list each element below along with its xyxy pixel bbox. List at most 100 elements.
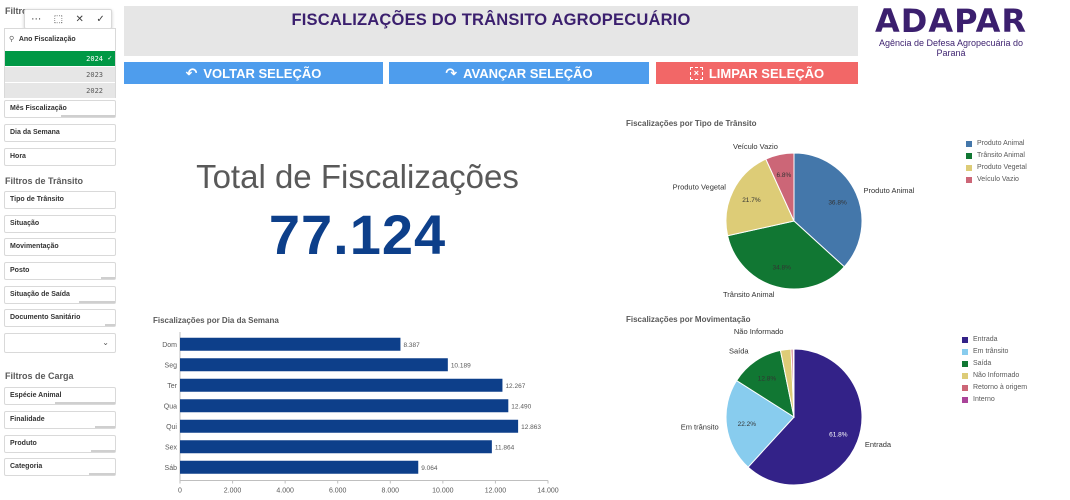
pie-pct-label: 61.8% [829,432,848,439]
filter-hora[interactable]: Hora [4,148,116,166]
legend-item[interactable]: Entrada [962,336,1027,348]
legend-label: Saída [973,360,992,367]
legend-item[interactable]: Não Informado [962,372,1027,384]
bar-value-label: 8.387 [403,342,420,349]
bar-sex[interactable] [180,440,492,454]
filter-dia-da-semana[interactable]: Dia da Semana [4,124,116,142]
filter-posto[interactable]: Posto [4,262,116,280]
ano-option-2024[interactable]: 2024 ✓ [5,51,115,66]
legend-item[interactable]: Veículo Vazio [966,176,1027,188]
logo-subtitle: Agência de Defesa Agropecuária do Paraná [878,38,1024,58]
pie-pct-label: 6.8% [777,172,792,179]
ano-option-label: 2023 [86,71,103,79]
legend-item[interactable]: Interno [962,396,1027,408]
pie-movimentacao-title: Fiscalizações por Movimentação [626,315,751,324]
more-options-icon[interactable]: ⋯ [31,13,42,25]
legend-item[interactable]: Produto Vegetal [966,164,1027,176]
legend-item[interactable]: Em trânsito [962,348,1027,360]
cancel-selection-icon[interactable]: ✕ [75,13,84,25]
filter-selection-bar [89,473,115,475]
pie-slice-produto-animal[interactable] [793,152,863,268]
select-mode-icon[interactable]: ⬚ [53,13,64,25]
voltar-selecao-button[interactable]: ↶ VOLTAR SELEÇÃO [124,62,383,84]
pie-pct-label: 12.8% [758,375,777,382]
pie-slice-produto-vegetal[interactable] [725,158,795,237]
filter-label: Categoria [10,463,43,470]
filter-tipo-de-transito[interactable]: Tipo de Trânsito [4,191,116,209]
filter-produto[interactable]: Produto [4,435,116,453]
bar-value-label: 12.267 [505,383,525,390]
legend-swatch [962,337,968,343]
bar-value-label: 12.490 [511,403,531,410]
filter-situacao[interactable]: Situação [4,215,116,233]
empty-dropdown[interactable]: ⌄ [4,333,116,353]
filter-selection-bar [91,450,115,452]
check-icon: ✓ [107,54,112,62]
bar-ter[interactable] [180,378,503,392]
filter-especie-animal[interactable]: Espécie Animal [4,387,116,405]
legend-swatch [962,397,968,403]
pie-pct-label: 21.7% [742,197,761,204]
pie-outer-label: Produto Animal [864,186,915,195]
kpi-value: 77.124 [268,203,447,266]
legend-item[interactable]: Produto Animal [966,140,1027,152]
pie-chart-movimentacao: 61.8% Entrada 22.2% Em trânsito 12.8% Saída Nã… [681,328,892,486]
category-label: Qui [166,424,177,431]
pie-pct-label: 22.2% [738,421,757,428]
legend-swatch [966,141,972,147]
legend-label: Entrada [973,336,998,343]
legend-swatch [966,177,972,183]
bar-qua[interactable] [180,399,509,413]
filter-categoria[interactable]: Categoria [4,458,116,476]
pie-slice-interno[interactable] [792,348,795,418]
page-title: FISCALIZAÇÕES DO TRÂNSITO AGROPECUÁRIO [291,11,691,29]
redo-arrow-icon: ↷ [445,64,458,81]
bar-seg[interactable] [180,358,448,372]
filter-situacao-de-saida[interactable]: Situação de Saída [4,286,116,304]
category-label: Sáb [165,465,178,472]
ano-option-2023[interactable]: 2023 [5,67,115,82]
avancar-selecao-button[interactable]: ↷ AVANÇAR SELEÇÃO [389,62,649,84]
bar-dom[interactable] [180,337,401,351]
title-bar: FISCALIZAÇÕES DO TRÂNSITO AGROPECUÁRIO [124,6,858,56]
legend-item[interactable]: Saída [962,360,1027,372]
pie-slice-entrada[interactable] [747,348,863,486]
legend-label: Retorno à origem [973,384,1028,391]
filter-movimentacao[interactable]: Movimentação [4,238,116,256]
filter-sidebar: Filtro ⋯ ⬚ ✕ ✓ ⚲ Ano Fiscalização 2024 ✓… [0,0,120,500]
section-title-transito: Filtros de Trânsito [5,176,84,186]
filter-label: Produto [10,440,37,447]
pie-slice-tr-nsito-animal[interactable] [727,220,845,290]
ano-option-2022[interactable]: 2022 [5,83,115,98]
confirm-selection-icon[interactable]: ✓ [96,13,105,25]
filter-finalidade[interactable]: Finalidade [4,411,116,429]
filter-mes-fiscalizacao[interactable]: Mês Fiscalização [4,100,116,118]
bar-qui[interactable] [180,419,519,433]
x-tick-label: 8.000 [382,488,400,495]
bar-sáb[interactable] [180,460,419,474]
legend-swatch [962,361,968,367]
adapar-logo: ADAPAR Agência de Defesa Agropecuária do… [866,2,1036,58]
limpar-selecao-button[interactable]: × LIMPAR SELEÇÃO [656,62,858,84]
filter-label: Hora [10,153,26,160]
filter-selection-bar [55,402,115,404]
legend-item[interactable]: Trânsito Animal [966,152,1027,164]
pie-pct-label: 36.8% [828,199,847,206]
filter-selection-bar [61,115,115,117]
filter-label: Situação de Saída [10,291,70,298]
filter-documento-sanitario[interactable]: Documento Sanitário [4,309,116,327]
legend-item[interactable]: Retorno à origem [962,384,1027,396]
logo-wordmark: ADAPAR [874,2,1027,40]
ano-fiscalizacao-search[interactable]: ⚲ Ano Fiscalização [5,29,115,51]
legend-label: Produto Vegetal [977,164,1027,171]
category-label: Seg [165,362,178,369]
pie-slice-ve-culo-vazio[interactable] [765,152,795,222]
pie-outer-label: Não Informado [734,328,784,336]
filter-selection-bar [95,426,115,428]
legend-swatch [962,373,968,379]
legend-label: Veículo Vazio [977,176,1019,183]
undo-arrow-icon: ↶ [185,64,198,81]
filter-label: Movimentação [10,243,59,250]
x-tick-label: 14.000 [537,488,559,495]
pie-slice-em-tr-nsito[interactable] [725,379,795,468]
